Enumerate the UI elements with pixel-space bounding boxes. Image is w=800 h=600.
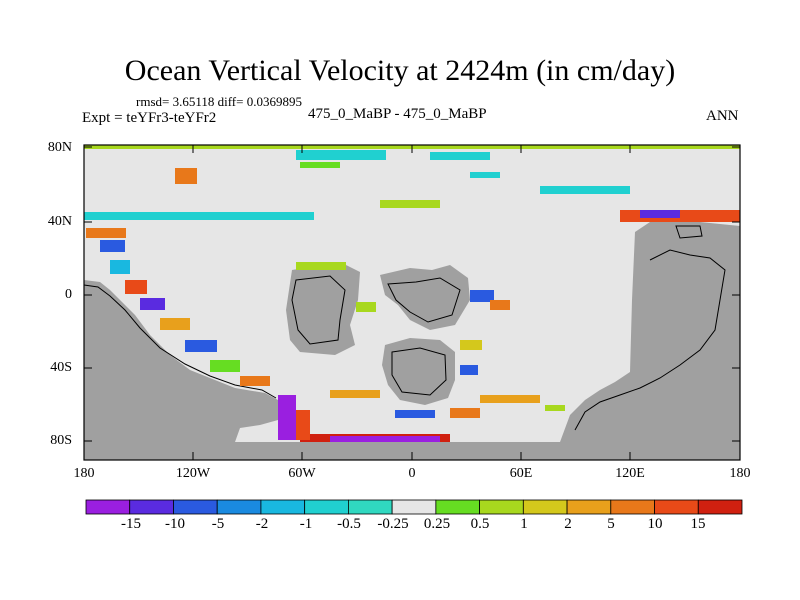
colorbar-box bbox=[260, 499, 306, 515]
colorbar-label: -10 bbox=[165, 516, 185, 532]
colorbar-label: 10 bbox=[647, 516, 663, 532]
southern-ocean-anomalies bbox=[278, 395, 565, 442]
colorbar bbox=[85, 499, 743, 515]
colorbar-label: 1 bbox=[520, 516, 528, 532]
lat-label-40n: 40N bbox=[47, 214, 72, 229]
lon-label-180w: 180 bbox=[73, 466, 95, 481]
land-west-block bbox=[286, 262, 360, 355]
lon-label-120e: 120E bbox=[615, 466, 645, 481]
colorbar-box bbox=[479, 499, 524, 515]
northern-anomalies bbox=[84, 150, 740, 222]
rmsd-diff-stats: rmsd= 3.65118 diff= 0.0369895 bbox=[136, 94, 302, 109]
land-south-central-block bbox=[382, 338, 455, 405]
season-label: ANN bbox=[706, 108, 739, 124]
lat-label-40s: 40S bbox=[50, 360, 72, 375]
colorbar-box bbox=[697, 499, 743, 515]
lon-label-0: 0 bbox=[408, 466, 416, 481]
colorbar-label: 5 bbox=[607, 516, 615, 532]
colorbar-label: -0.25 bbox=[377, 516, 409, 532]
colorbar-box bbox=[435, 499, 480, 515]
colorbar-box bbox=[85, 499, 131, 515]
colorbar-box bbox=[522, 499, 568, 515]
colorbar-label: -15 bbox=[121, 516, 141, 532]
land-antarctic bbox=[84, 442, 740, 460]
lat-label-0: 0 bbox=[65, 287, 72, 302]
lon-label-60w: 60W bbox=[288, 466, 316, 481]
plot-title: Ocean Vertical Velocity at 2424m (in cm/… bbox=[124, 54, 676, 87]
axis-ticks bbox=[83, 145, 741, 460]
experiment-label: Expt = teYFr3-teYFr2 bbox=[82, 110, 217, 126]
lat-label-80s: 80S bbox=[50, 433, 72, 448]
lon-label-180e: 180 bbox=[729, 466, 751, 481]
colorbar-label: 15 bbox=[690, 516, 706, 532]
colorbar-box bbox=[304, 499, 349, 515]
colorbar-label: -5 bbox=[211, 516, 225, 532]
colorbar-box bbox=[391, 499, 437, 515]
case-label: 475_0_MaBP - 475_0_MaBP bbox=[308, 106, 487, 122]
colorbar-box bbox=[566, 499, 612, 515]
equatorial-anomalies bbox=[296, 262, 510, 418]
colorbar-box bbox=[129, 499, 174, 515]
colorbar-box bbox=[216, 499, 262, 515]
colorbar-box bbox=[610, 499, 655, 515]
land-east-continent bbox=[560, 218, 740, 442]
land-central-block bbox=[380, 265, 470, 330]
colorbar-label: 2 bbox=[564, 516, 572, 532]
colorbar-box bbox=[347, 499, 393, 515]
colorbar-box bbox=[173, 499, 218, 515]
lon-label-120w: 120W bbox=[175, 466, 211, 481]
lon-label-60e: 60E bbox=[509, 466, 533, 481]
colorbar-label: -0.5 bbox=[337, 516, 361, 532]
colorbar-label: 0.5 bbox=[470, 516, 490, 532]
colorbar-label: -2 bbox=[255, 516, 269, 532]
coastal-anomalies-west bbox=[86, 228, 270, 386]
colorbar-label: -1 bbox=[299, 516, 313, 532]
lat-label-80n: 80N bbox=[47, 140, 72, 155]
land-north-america bbox=[83, 280, 278, 442]
colorbar-label: 0.25 bbox=[423, 516, 451, 532]
colorbar-box bbox=[654, 499, 699, 515]
